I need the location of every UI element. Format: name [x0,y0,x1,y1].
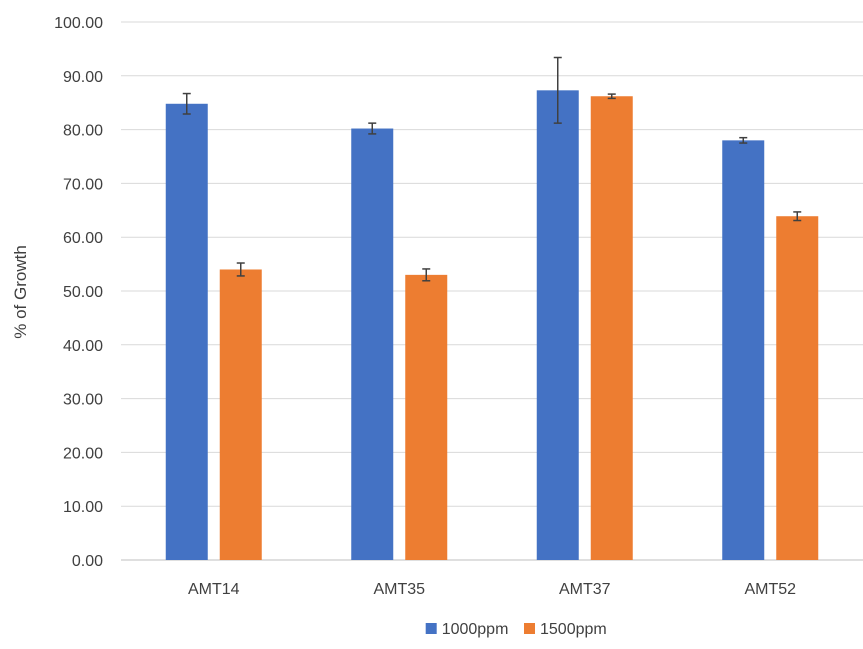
bar-1500ppm-AMT14 [219,269,262,560]
error-bar-1500ppm-AMT14 [236,262,245,277]
x-category-label: AMT14 [188,581,240,598]
y-tick-label: 80.00 [63,123,103,140]
x-axis-categories: AMT14 AMT35 AMT37 AMT52 [188,581,796,598]
bar-1500ppm-AMT35 [405,274,448,560]
x-category-label: AMT52 [744,581,796,598]
y-tick-label: 0.00 [72,553,103,570]
y-axis-ticks: 0.00 10.00 20.00 30.00 40.00 50.00 60.00 70.00 8… [54,15,103,570]
error-bar-1000ppm-AMT52 [739,136,748,144]
y-tick-label: 40.00 [63,338,103,355]
x-category-label: AMT37 [559,581,611,598]
bars [165,90,819,561]
bar-1000ppm-AMT14 [165,103,208,560]
bar-1000ppm-AMT52 [722,140,765,561]
bar-1500ppm-AMT37 [590,96,633,560]
y-tick-label: 50.00 [63,284,103,301]
error-bar-1000ppm-AMT35 [368,122,377,135]
legend-swatch [524,623,535,634]
legend-item-1500ppm: 1500ppm [524,621,607,638]
error-bar-1500ppm-AMT35 [422,268,431,282]
bar-1500ppm-AMT52 [776,216,819,560]
error-bar-1000ppm-AMT37 [553,56,562,124]
legend: 1000ppm 1500ppm [425,621,607,638]
y-tick-label: 100.00 [54,15,103,32]
legend-label: 1000ppm [442,621,509,638]
error-bars [182,56,802,282]
error-bar-1000ppm-AMT14 [182,92,191,115]
y-tick-label: 30.00 [63,392,103,409]
error-bar-1500ppm-AMT52 [793,211,802,222]
y-tick-label: 10.00 [63,499,103,516]
y-tick-label: 20.00 [63,445,103,462]
bar-1000ppm-AMT37 [536,90,579,561]
legend-item-1000ppm: 1000ppm [425,621,509,638]
y-axis-title: % of Growth [11,245,30,339]
y-tick-label: 70.00 [63,176,103,193]
bar-1000ppm-AMT35 [351,128,394,561]
legend-label: 1500ppm [540,621,607,638]
x-category-label: AMT35 [373,581,425,598]
legend-swatch [425,623,437,634]
y-tick-label: 60.00 [63,230,103,247]
error-bar-1500ppm-AMT37 [607,93,616,100]
y-tick-label: 90.00 [63,69,103,86]
